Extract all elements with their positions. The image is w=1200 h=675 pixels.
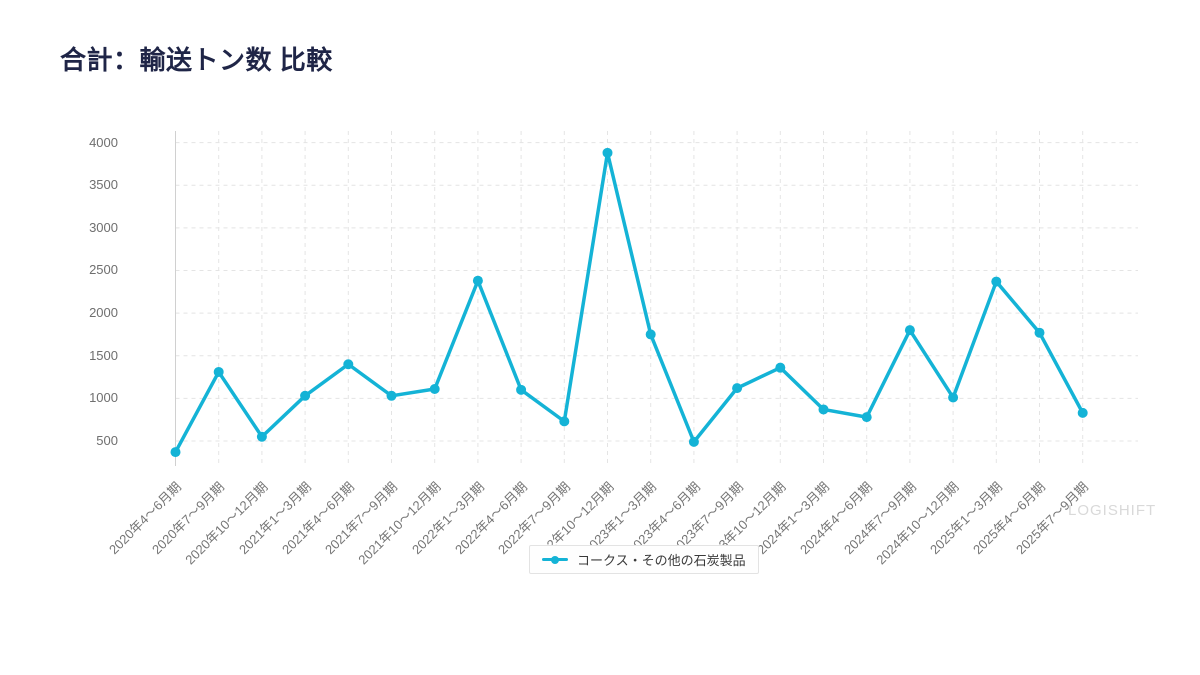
- data-point[interactable]: [948, 392, 959, 403]
- data-point[interactable]: [170, 447, 181, 458]
- y-axis-tick-label: 2500: [89, 262, 118, 278]
- data-point[interactable]: [602, 147, 613, 158]
- data-point[interactable]: [256, 431, 267, 442]
- y-axis-tick-label: 4000: [89, 134, 118, 150]
- y-axis-tick-label: 1500: [89, 347, 118, 363]
- data-point[interactable]: [213, 366, 224, 377]
- data-point[interactable]: [386, 390, 397, 401]
- legend-label: コークス・その他の石炭製品: [577, 553, 746, 568]
- chart-title: 合計：輸送トン数 比較: [60, 45, 333, 75]
- y-axis-tick-label: 1000: [89, 390, 118, 406]
- data-point[interactable]: [732, 383, 743, 394]
- y-axis-tick-label: 2000: [89, 305, 118, 321]
- data-point[interactable]: [559, 416, 570, 427]
- y-axis-tick-label: 3000: [89, 219, 118, 235]
- data-point[interactable]: [1034, 327, 1045, 338]
- legend-item-coke[interactable]: コークス・その他の石炭製品: [529, 545, 759, 574]
- data-point[interactable]: [472, 275, 483, 286]
- data-point[interactable]: [343, 359, 354, 370]
- y-axis-tick-label: 3500: [89, 177, 118, 193]
- data-point[interactable]: [1077, 407, 1088, 418]
- data-point[interactable]: [688, 436, 699, 447]
- data-point[interactable]: [300, 390, 311, 401]
- y-axis-tick-label: 500: [96, 433, 118, 448]
- data-point[interactable]: [818, 404, 829, 415]
- legend-line-dot-icon: [542, 555, 568, 565]
- data-point[interactable]: [516, 384, 527, 395]
- series-line: [173, 151, 1085, 454]
- data-point[interactable]: [991, 276, 1002, 287]
- data-point[interactable]: [429, 383, 440, 394]
- data-point[interactable]: [645, 329, 656, 340]
- data-point[interactable]: [861, 412, 872, 423]
- watermark-logishift: LOGISHIFT: [1068, 502, 1157, 519]
- data-point[interactable]: [904, 325, 915, 336]
- data-point[interactable]: [775, 362, 786, 373]
